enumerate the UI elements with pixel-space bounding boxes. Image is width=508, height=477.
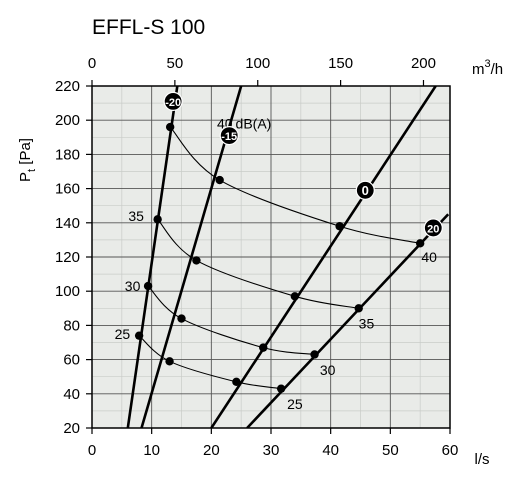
operating-point — [354, 304, 363, 313]
operating-point — [165, 122, 175, 132]
y-tick-label: 20 — [63, 420, 80, 437]
x2-tick-label: 150 — [328, 55, 353, 72]
y-tick-label: 40 — [63, 386, 80, 403]
y-axis-label-main: P — [17, 172, 34, 182]
fan-curve--20 — [126, 86, 179, 428]
x2-axis-label-exponent: 3 — [485, 58, 491, 70]
operating-point — [165, 357, 174, 366]
x-axis-label: l/s — [475, 451, 490, 468]
operating-point — [143, 281, 153, 291]
y-tick-label: 200 — [55, 112, 80, 129]
y-axis-label: Pt [Pa] — [17, 138, 38, 182]
y-tick-label: 140 — [55, 215, 80, 232]
operating-point — [335, 222, 344, 231]
sound-curve-label-unit: dB(A) — [236, 116, 272, 132]
y-tick-label: 100 — [55, 283, 80, 300]
x-tick-label: 60 — [442, 442, 459, 459]
y-axis-label-unit: [Pa] — [17, 138, 34, 169]
operating-point — [232, 377, 241, 387]
operating-point — [153, 215, 162, 224]
operating-point — [215, 175, 224, 185]
operating-point — [192, 256, 201, 265]
x2-axis-label-base: m — [472, 61, 485, 78]
y-tick-label: 160 — [55, 181, 80, 198]
sound-curve-40 — [169, 126, 421, 244]
sound-curve-end-label: 40 — [421, 249, 437, 265]
y-tick-label: 120 — [55, 249, 80, 266]
operating-point — [310, 350, 319, 359]
x-tick-label: 50 — [382, 442, 399, 459]
x2-axis-label: m3/h — [472, 58, 503, 78]
x-tick-label: 10 — [143, 442, 160, 459]
x2-axis-label-unit: /h — [491, 61, 504, 78]
x-tick-label: 30 — [263, 442, 280, 459]
sound-curve-25 — [138, 335, 282, 390]
sound-curve-end-label: 35 — [359, 316, 375, 332]
x-tick-label: 20 — [203, 442, 220, 459]
fan-curve-badge — [219, 125, 239, 146]
fan-curve-badge — [423, 218, 443, 238]
x-tick-label: 0 — [88, 442, 96, 459]
operating-point — [177, 314, 186, 323]
y-axis-label-subscript: t — [26, 169, 38, 172]
sound-curve-end-label: 25 — [287, 396, 303, 412]
y-tick-label: 220 — [55, 78, 80, 95]
fan-curve-badge — [163, 91, 183, 111]
x2-tick-label: 200 — [411, 55, 436, 72]
fan-curve-badge-label: -20 — [165, 97, 181, 109]
fan-curve-badge-label: 0 — [362, 183, 369, 198]
sound-curve-label: 30 — [125, 278, 141, 294]
fan-curve-0 — [210, 86, 437, 428]
chart-title: EFFL-S 100 — [92, 16, 206, 39]
operating-point — [290, 292, 300, 301]
sound-curve-30 — [147, 285, 315, 356]
fan-curve-badge-label: 20 — [427, 223, 439, 235]
x2-tick-label: 50 — [167, 55, 184, 72]
y-tick-label: 80 — [63, 317, 80, 334]
sound-curve-end-label: 30 — [320, 362, 336, 378]
fan-curve-badge — [355, 180, 375, 200]
sound-curve-label: 25 — [115, 326, 131, 342]
x2-tick-label: 100 — [245, 55, 270, 72]
sound-curve-label: 35 — [128, 208, 144, 224]
y-tick-label: 60 — [63, 352, 80, 369]
operating-point — [276, 384, 286, 393]
fan-curve-badge-label: -15 — [221, 131, 237, 143]
x-tick-label: 40 — [322, 442, 339, 459]
operating-point — [415, 239, 425, 248]
x2-tick-label: 0 — [88, 55, 96, 72]
operating-point — [259, 343, 268, 352]
y-tick-label: 180 — [55, 146, 80, 163]
operating-point — [134, 331, 144, 340]
sound-curve-35 — [157, 219, 359, 309]
